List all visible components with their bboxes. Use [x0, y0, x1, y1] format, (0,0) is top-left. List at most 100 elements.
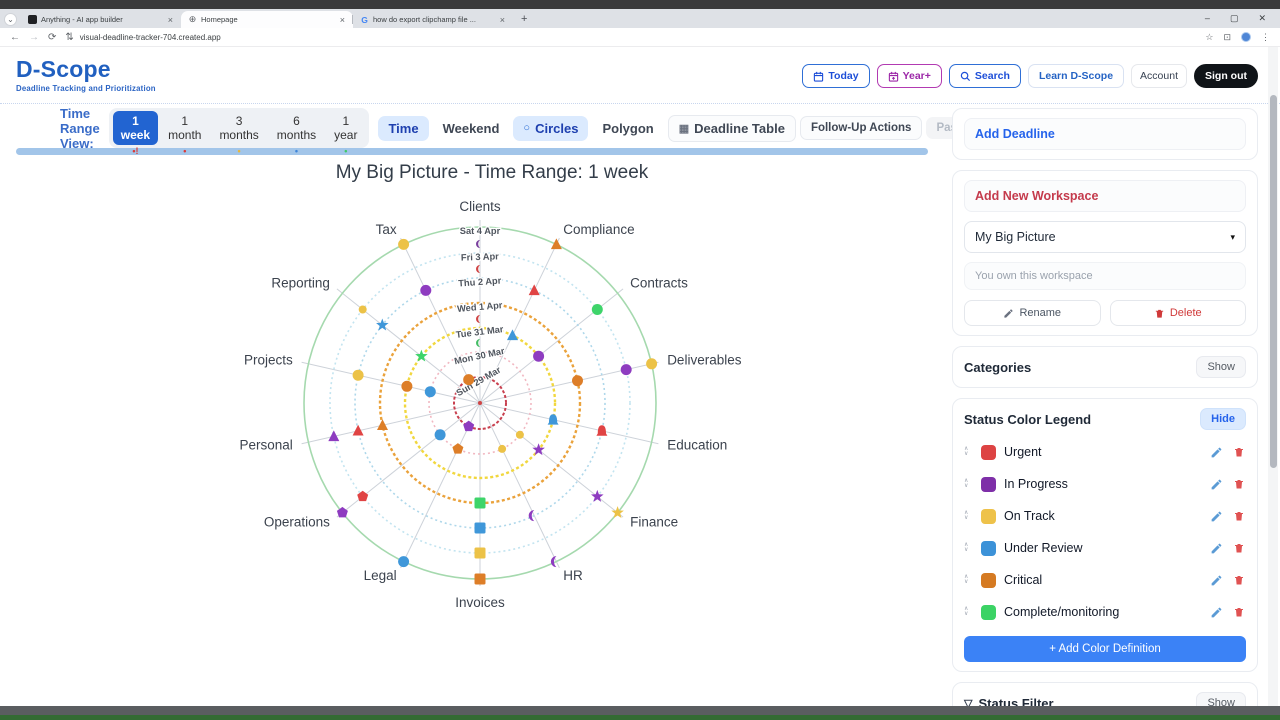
range-6-months[interactable]: 6 months•	[269, 111, 324, 145]
horizontal-scrollbar[interactable]	[16, 148, 928, 155]
chart-point-education-tue-31-mar[interactable]	[548, 414, 559, 424]
delete-color-button[interactable]	[1232, 509, 1246, 523]
chart-point-legal-sun-29-mar[interactable]	[463, 421, 474, 431]
chart-point-contracts-tue-31-mar[interactable]	[533, 351, 544, 362]
chart-category-label-education[interactable]: Education	[667, 438, 727, 453]
reorder-chevrons[interactable]: ∧∨	[964, 607, 973, 617]
chevron-down-icon[interactable]: ∨	[964, 612, 973, 617]
reorder-chevrons[interactable]: ∧∨	[964, 575, 973, 585]
forward-icon[interactable]: →	[29, 32, 39, 43]
chart-point-tax-sat-4-apr[interactable]	[398, 239, 409, 250]
chart-point-invoices-fri-3-apr[interactable]	[475, 548, 486, 559]
view-time[interactable]: Time	[378, 116, 428, 141]
profile-avatar[interactable]	[1241, 32, 1251, 42]
range-1-year[interactable]: 1 year•	[326, 111, 365, 145]
workspace-select[interactable]: My Big Picture ▾	[964, 221, 1246, 253]
maximize-icon[interactable]: ▢	[1230, 13, 1239, 24]
url-zone[interactable]: ⇅ visual-deadline-tracker-704.created.ap…	[65, 32, 1196, 43]
chart-point-projects-mon-30-mar[interactable]	[425, 386, 436, 397]
chart-point-compliance-thu-2-apr[interactable]	[529, 284, 540, 295]
chart-point-tax-sun-29-mar[interactable]	[463, 374, 474, 385]
chart-category-label-tax[interactable]: Tax	[376, 222, 397, 237]
delete-color-button[interactable]	[1232, 445, 1246, 459]
chart-category-label-personal[interactable]: Personal	[240, 438, 293, 453]
range-1-week[interactable]: 1 week•!	[113, 111, 158, 145]
chart-category-label-operations[interactable]: Operations	[264, 515, 330, 530]
extensions-icon[interactable]: ⊡	[1223, 32, 1231, 43]
tab-close-icon[interactable]: ×	[499, 15, 506, 25]
chart-point-hr-mon-30-mar[interactable]	[498, 445, 506, 453]
chart-point-finance-mon-30-mar[interactable]	[516, 431, 524, 439]
chart-point-contracts-fri-3-apr[interactable]	[592, 304, 603, 315]
color-swatch[interactable]	[981, 605, 996, 620]
add-deadline-button[interactable]: Add Deadline	[964, 118, 1246, 150]
delete-color-button[interactable]	[1232, 541, 1246, 555]
chart-category-label-reporting[interactable]: Reporting	[271, 275, 330, 290]
chart-point-deliverables-wed-1-apr[interactable]	[572, 375, 583, 386]
delete-color-button[interactable]	[1232, 477, 1246, 491]
edit-color-button[interactable]	[1209, 477, 1224, 492]
chart-point-legal-sat-4-apr[interactable]	[398, 556, 409, 567]
chevron-down-icon[interactable]: ∨	[964, 452, 973, 457]
chart-point-tax-thu-2-apr[interactable]	[420, 285, 431, 296]
chart-category-label-projects[interactable]: Projects	[244, 352, 293, 367]
color-swatch[interactable]	[981, 477, 996, 492]
chevron-down-icon[interactable]: ∨	[964, 580, 973, 585]
delete-color-button[interactable]	[1232, 573, 1246, 587]
edit-color-button[interactable]	[1209, 605, 1224, 620]
chart-point-deliverables-sat-4-apr[interactable]	[646, 358, 657, 369]
status-filter-show-button[interactable]: Show	[1196, 692, 1246, 706]
back-icon[interactable]: ←	[10, 32, 20, 43]
reorder-chevrons[interactable]: ∧∨	[964, 447, 973, 457]
rename-workspace-button[interactable]: Rename	[964, 300, 1101, 326]
range-1-month[interactable]: 1 month•	[160, 111, 209, 145]
learn-button[interactable]: Learn D-Scope	[1028, 64, 1124, 88]
chart-point-compliance-sat-4-apr[interactable]	[551, 238, 562, 249]
edit-color-button[interactable]	[1209, 573, 1224, 588]
today-button[interactable]: Today	[802, 64, 869, 88]
bookmark-star-icon[interactable]: ☆	[1205, 32, 1213, 43]
sign-out-button[interactable]: Sign out	[1194, 64, 1258, 88]
color-swatch[interactable]	[981, 445, 996, 460]
color-swatch[interactable]	[981, 573, 996, 588]
account-button[interactable]: Account	[1131, 64, 1187, 88]
add-workspace-button[interactable]: Add New Workspace	[964, 180, 1246, 212]
color-swatch[interactable]	[981, 509, 996, 524]
view-weekend[interactable]: Weekend	[433, 116, 510, 141]
range-3-months[interactable]: 3 months•	[211, 111, 266, 145]
chart-point-compliance-tue-31-mar[interactable]	[507, 329, 518, 340]
color-swatch[interactable]	[981, 541, 996, 556]
chart-category-label-invoices[interactable]: Invoices	[455, 595, 505, 610]
browser-tab-homepage[interactable]: ⊕Homepage×	[181, 11, 353, 28]
minimize-icon[interactable]: –	[1205, 13, 1210, 24]
chart-point-invoices-sat-4-apr[interactable]	[475, 574, 486, 585]
search-button[interactable]: Search	[949, 64, 1021, 88]
tab-close-icon[interactable]: ×	[167, 15, 174, 25]
chevron-down-icon[interactable]: ∨	[964, 548, 973, 553]
chart-category-label-contracts[interactable]: Contracts	[630, 275, 688, 290]
view-deadline-table[interactable]: ▦Deadline Table	[668, 115, 796, 142]
view-polygon[interactable]: Polygon	[592, 116, 663, 141]
chevron-down-icon[interactable]: ∨	[964, 516, 973, 521]
chart-point-operations-mon-30-mar[interactable]	[435, 429, 446, 440]
tab-search-icon[interactable]: ⌄	[4, 13, 17, 26]
chart-category-label-clients[interactable]: Clients	[459, 199, 501, 214]
chart-category-label-legal[interactable]: Legal	[364, 568, 397, 583]
chart-category-label-deliverables[interactable]: Deliverables	[667, 352, 742, 367]
view-follow-up-actions[interactable]: Follow-Up Actions	[800, 116, 923, 140]
browser-tab-how-do-export-clipchamp-file-[interactable]: Ghow do export clipchamp file ...×	[353, 11, 513, 28]
chart-point-legal-mon-30-mar[interactable]	[452, 443, 463, 453]
chart-point-invoices-thu-2-apr[interactable]	[475, 523, 486, 534]
chart-point-deliverables-fri-3-apr[interactable]	[621, 364, 632, 375]
page-scrollbar-thumb[interactable]	[1270, 95, 1277, 468]
chart-point-projects-thu-2-apr[interactable]	[353, 370, 364, 381]
delete-color-button[interactable]	[1232, 605, 1246, 619]
reorder-chevrons[interactable]: ∧∨	[964, 479, 973, 489]
chart-point-education-thu-2-apr[interactable]	[596, 425, 607, 435]
edit-color-button[interactable]	[1209, 541, 1224, 556]
chart-category-label-hr[interactable]: HR	[563, 568, 583, 583]
edit-color-button[interactable]	[1209, 509, 1224, 524]
legend-hide-button[interactable]: Hide	[1200, 408, 1246, 430]
reload-icon[interactable]: ⟳	[48, 32, 56, 43]
chart-category-label-compliance[interactable]: Compliance	[563, 222, 634, 237]
